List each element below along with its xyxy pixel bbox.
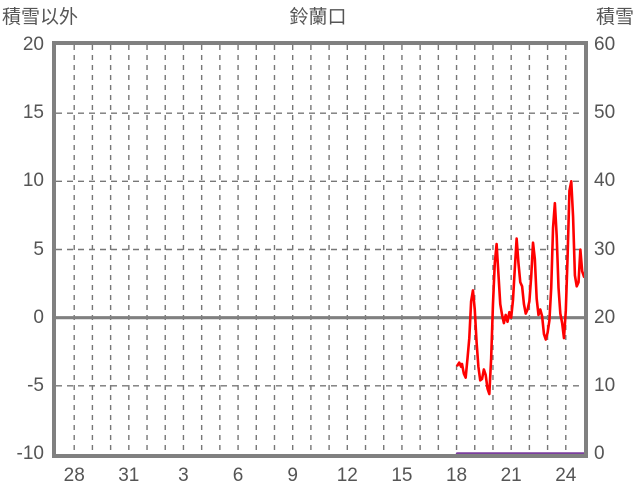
y-tick-left: -10 xyxy=(16,443,44,464)
x-tick: 24 xyxy=(555,465,577,486)
chart-title: 鈴蘭口 xyxy=(289,7,347,28)
x-tick: 28 xyxy=(63,465,85,486)
x-tick: 3 xyxy=(178,465,189,486)
y-tick-right: 20 xyxy=(594,306,616,328)
x-tick: 6 xyxy=(232,465,244,486)
y-tick-left: 20 xyxy=(22,34,44,55)
x-tick: 18 xyxy=(445,465,468,486)
y-tick-right: 0 xyxy=(594,443,605,464)
y-tick-right: 50 xyxy=(594,102,616,124)
x-tick: 9 xyxy=(287,465,298,486)
left-axis-title: 積雪以外 xyxy=(2,7,79,28)
y-tick-right: 40 xyxy=(594,170,616,192)
y-tick-right: 10 xyxy=(594,374,616,396)
plot-area xyxy=(52,41,588,458)
y-tick-left: 5 xyxy=(33,238,44,260)
plot-svg xyxy=(56,45,584,454)
y-tick-left: 15 xyxy=(22,102,44,124)
y-tick-left: -5 xyxy=(27,374,44,396)
series-line-1 xyxy=(456,180,584,396)
y-tick-right: 30 xyxy=(594,238,616,260)
right-axis-title: 積雪 xyxy=(595,7,634,28)
x-tick: 31 xyxy=(118,465,140,486)
x-tick: 15 xyxy=(391,465,413,486)
plot-inner xyxy=(56,45,584,454)
y-tick-left: 0 xyxy=(33,306,44,328)
y-tick-right: 60 xyxy=(594,34,616,55)
y-tick-left: 10 xyxy=(22,170,44,192)
x-tick: 12 xyxy=(336,465,358,486)
horizontal-gridlines xyxy=(56,112,584,387)
x-tick: 21 xyxy=(500,465,522,486)
data-series xyxy=(455,180,584,454)
